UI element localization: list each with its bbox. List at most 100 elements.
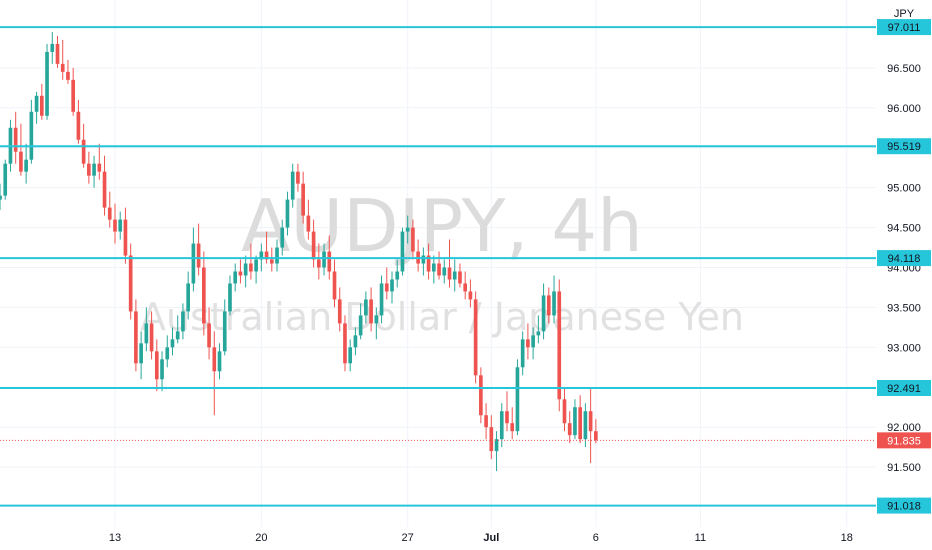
candle [395,259,400,288]
candle-body [175,331,180,340]
last-price-label: 91.835 [877,432,931,449]
time-tick-label: 11 [695,532,706,544]
candle-body [573,407,577,436]
candle [348,339,353,372]
candle [505,391,509,432]
candle-body [66,71,70,80]
candle-body [123,219,128,256]
candle [202,251,206,336]
candle [92,155,96,188]
candle [536,315,541,344]
candle-body [170,339,175,348]
candle-body [411,227,415,252]
candle-body [181,311,185,332]
candle-body [588,411,593,432]
candle [437,251,441,280]
candle-body [76,111,81,140]
candle-body [515,367,520,432]
candle-body [343,323,347,364]
candle-body [437,263,441,276]
candle [186,271,190,320]
candle [191,227,196,292]
candle-body [134,311,138,364]
candle [269,247,274,272]
candle-body [536,331,541,336]
candle [144,307,149,352]
candle-body [421,255,426,264]
candle-body [390,279,394,292]
candle-body [149,323,154,352]
level-label-box [877,250,931,267]
candle-body [499,411,504,440]
candle [134,299,138,372]
candle-body [327,251,332,272]
candle-body [243,263,248,276]
candle [154,339,159,392]
candle [76,99,81,144]
candle-body [431,263,436,272]
candle-body [71,79,76,112]
candle [296,163,300,192]
candle-body [458,271,462,284]
candle-body [369,299,373,324]
candle-body [280,227,285,248]
candle-body [541,295,546,332]
candle [343,315,347,372]
candle-body [484,415,488,428]
candle [369,287,373,332]
candle [311,219,316,268]
candle-body [520,339,525,368]
candle [222,299,227,356]
candle-body [552,291,556,316]
level-label-text: 94.118 [888,253,921,265]
candle [55,35,60,68]
candle [353,327,358,356]
candle [463,271,468,300]
price-axis-background[interactable] [876,0,932,550]
candle-body [578,407,582,440]
candle-body [322,251,326,268]
candle [170,327,175,356]
candle [243,255,248,288]
candle-body [405,227,410,232]
candle-body [24,159,28,172]
candle [3,159,8,200]
candle [510,407,515,440]
candle [50,31,55,64]
candle-body [186,283,190,312]
candle-body [317,259,321,268]
candle [374,307,379,340]
candle-body [447,267,452,280]
candle [458,263,462,288]
candle-body [128,255,133,312]
horizontal-levels-layer[interactable] [0,26,876,507]
candle-body [160,359,164,380]
candle [562,387,567,432]
candle [233,263,238,292]
candle-body [463,283,468,292]
candle [123,207,128,264]
candle-body [426,255,431,272]
candle [317,243,321,280]
level-label-box [877,379,931,396]
candle-body [92,163,96,176]
candle [484,403,488,440]
candle-body [107,207,112,220]
candle-body [196,243,201,268]
price-tick-label: 96.000 [887,103,921,115]
candle [379,275,384,324]
candle-body [479,375,483,416]
price-tick-label: 93.000 [887,342,921,354]
price-tick-label: 93.500 [887,302,921,314]
candle [364,291,368,324]
last-price-text: 91.835 [887,435,921,447]
candle-body [97,163,102,172]
time-tick-label: Jul [483,532,499,544]
time-axis-background[interactable] [0,527,876,550]
candle [499,403,504,448]
level-label-text: 91.018 [887,501,921,513]
candle-body [202,267,206,324]
candle-body [395,271,400,280]
candle [19,123,23,176]
